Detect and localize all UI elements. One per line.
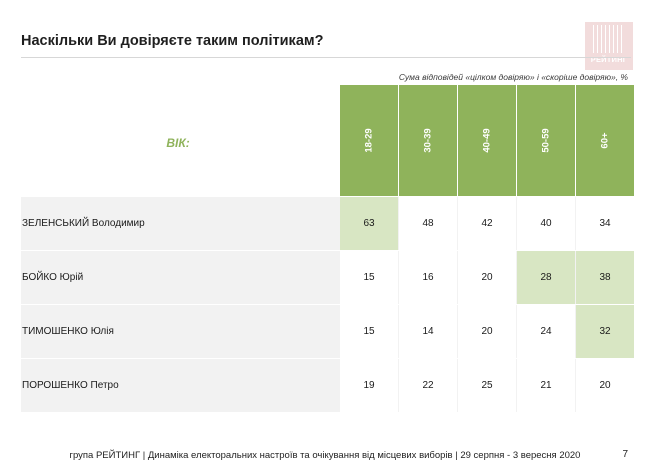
value-label: 25 bbox=[481, 380, 493, 391]
value-label: 15 bbox=[363, 326, 375, 337]
value-label: 20 bbox=[599, 380, 611, 391]
value-label: 20 bbox=[481, 272, 493, 283]
value-cell bbox=[458, 197, 516, 250]
value-label: 14 bbox=[422, 326, 434, 337]
value-cell bbox=[458, 251, 516, 304]
age-header-cell bbox=[458, 85, 516, 196]
value-cell bbox=[517, 197, 575, 250]
value-cell bbox=[340, 305, 398, 358]
value-label: 19 bbox=[363, 380, 375, 391]
logo-bars-icon bbox=[593, 25, 625, 53]
value-label: 21 bbox=[540, 380, 552, 391]
age-header-cell bbox=[517, 85, 575, 196]
value-label: 16 bbox=[422, 272, 434, 283]
value-cell bbox=[517, 305, 575, 358]
age-header-cell bbox=[340, 85, 398, 196]
age-tick-label: 30-39 bbox=[423, 128, 434, 152]
politician-name: ЗЕЛЕНСЬКИЙ Володимир bbox=[22, 216, 145, 229]
title-divider bbox=[21, 57, 631, 58]
value-label: 38 bbox=[599, 272, 611, 283]
highlighted-value-cell bbox=[576, 251, 634, 304]
value-cell bbox=[399, 359, 457, 412]
value-cell bbox=[458, 305, 516, 358]
age-tick-label: 18-29 bbox=[364, 128, 375, 152]
value-label: 63 bbox=[363, 218, 375, 229]
footer-text: група РЕЙТИНГ | Динаміка електоральних н… bbox=[69, 450, 581, 461]
value-cell bbox=[399, 305, 457, 358]
value-label: 22 bbox=[422, 380, 434, 391]
value-label: 15 bbox=[363, 272, 375, 283]
value-cell bbox=[340, 359, 398, 412]
value-cell bbox=[399, 197, 457, 250]
value-cell bbox=[458, 359, 516, 412]
age-tick-label: 50-59 bbox=[541, 128, 552, 152]
politician-name: ПОРОШЕНКО Петро bbox=[22, 380, 119, 391]
rating-logo: РЕЙТИНГ bbox=[585, 22, 633, 70]
value-label: 34 bbox=[599, 218, 611, 229]
value-label: 24 bbox=[540, 326, 552, 337]
page-number: 7 bbox=[622, 449, 628, 460]
highlighted-value-cell bbox=[576, 305, 634, 358]
age-tick-label: 40-49 bbox=[482, 128, 493, 152]
logo-text: РЕЙТИНГ bbox=[590, 55, 628, 64]
page-title: Наскільки Ви довіряєте таким політикам? bbox=[21, 33, 324, 49]
age-tick-label: 60+ bbox=[600, 132, 611, 149]
value-label: 40 bbox=[540, 218, 552, 229]
highlighted-value-cell bbox=[340, 197, 398, 250]
age-header-cell bbox=[576, 85, 634, 196]
value-label: 28 bbox=[540, 272, 552, 283]
value-label: 32 bbox=[599, 326, 611, 337]
value-cell bbox=[576, 359, 634, 412]
value-label: 20 bbox=[481, 326, 493, 337]
table-note: Сума відповідей «цілком довіряю» і «скор… bbox=[398, 72, 628, 82]
value-cell bbox=[517, 359, 575, 412]
value-label: 42 bbox=[481, 218, 493, 229]
value-cell bbox=[576, 197, 634, 250]
value-cell bbox=[340, 251, 398, 304]
age-row-header-label: ВІК: bbox=[166, 136, 189, 150]
age-header-cell bbox=[399, 85, 457, 196]
value-label: 48 bbox=[422, 218, 434, 229]
politician-name: ТИМОШЕНКО Юлія bbox=[22, 326, 114, 337]
politician-name: БОЙКО Юрій bbox=[22, 270, 83, 283]
value-cell bbox=[399, 251, 457, 304]
highlighted-value-cell bbox=[517, 251, 575, 304]
